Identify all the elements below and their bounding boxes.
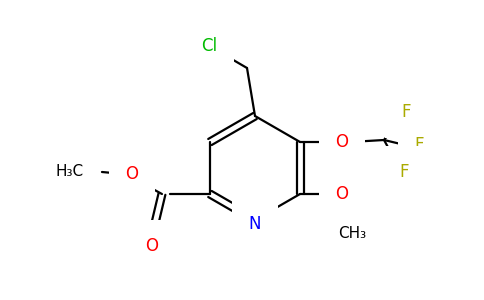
Text: Cl: Cl [201,37,217,55]
Text: O: O [335,133,348,151]
Text: F: F [414,136,424,154]
Text: O: O [335,185,348,203]
Text: H₃C: H₃C [56,164,84,179]
Text: F: F [401,103,411,121]
Text: O: O [125,165,138,183]
Text: F: F [399,163,409,181]
Text: CH₃: CH₃ [338,226,366,241]
Text: O: O [146,237,158,255]
Text: N: N [249,215,261,233]
